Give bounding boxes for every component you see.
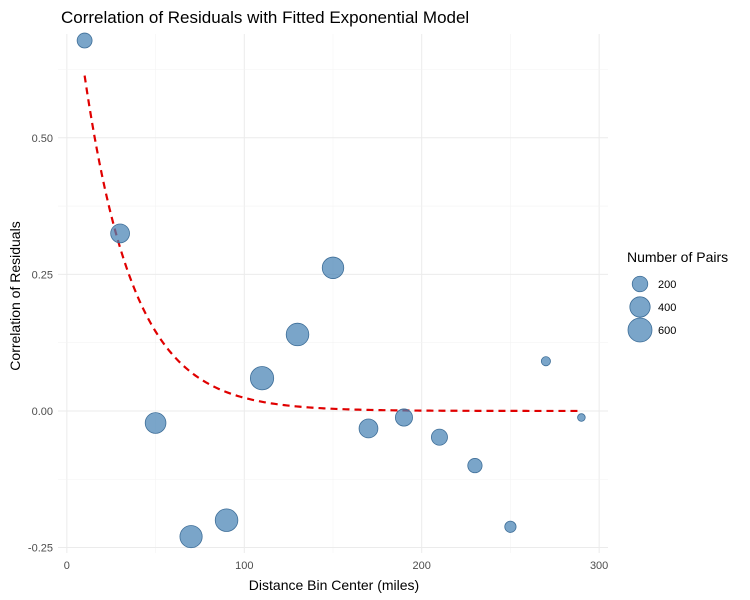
legend-title: Number of Pairs <box>627 249 728 265</box>
data-point <box>430 428 448 446</box>
data-point <box>467 458 483 474</box>
data-point <box>540 356 551 367</box>
data-point <box>577 413 586 422</box>
fit-curve <box>83 75 578 413</box>
legend-label: 200 <box>658 279 676 291</box>
legend-key <box>627 317 653 343</box>
legend-key <box>631 275 649 293</box>
data-point <box>321 256 345 279</box>
data-point <box>76 32 93 49</box>
x-tick-label: 200 <box>413 560 431 572</box>
legend: Number of Pairs 200 400 600 <box>627 249 728 343</box>
legend-label: 400 <box>658 302 676 314</box>
points-layer <box>76 32 586 549</box>
data-point <box>249 366 275 391</box>
data-point <box>179 525 203 549</box>
data-point <box>144 412 167 434</box>
data-point <box>110 223 130 244</box>
chart-title: Correlation of Residuals with Fitted Exp… <box>61 8 469 27</box>
data-point <box>394 408 413 427</box>
x-tick-label: 0 <box>64 560 70 572</box>
y-tick-label: -0.25 <box>28 543 53 555</box>
grid <box>58 34 608 553</box>
y-tick-label: 0.50 <box>32 133 53 145</box>
legend-label: 600 <box>658 325 676 337</box>
data-point <box>504 520 517 533</box>
y-tick-label: 0.00 <box>32 406 53 418</box>
x-tick-label: 100 <box>235 560 253 572</box>
x-axis-title: Distance Bin Center (miles) <box>249 577 419 593</box>
fit-curve-layer <box>83 75 578 413</box>
legend-key <box>629 296 651 318</box>
data-point <box>214 508 239 532</box>
data-point <box>358 418 379 439</box>
y-tick-label: 0.25 <box>32 269 53 281</box>
tick-labels: 0 100 200 300 -0.25 0.00 0.25 0.50 <box>28 133 608 572</box>
y-axis-title: Correlation of Residuals <box>7 221 23 370</box>
data-point <box>285 322 310 347</box>
x-tick-label: 300 <box>590 560 608 572</box>
